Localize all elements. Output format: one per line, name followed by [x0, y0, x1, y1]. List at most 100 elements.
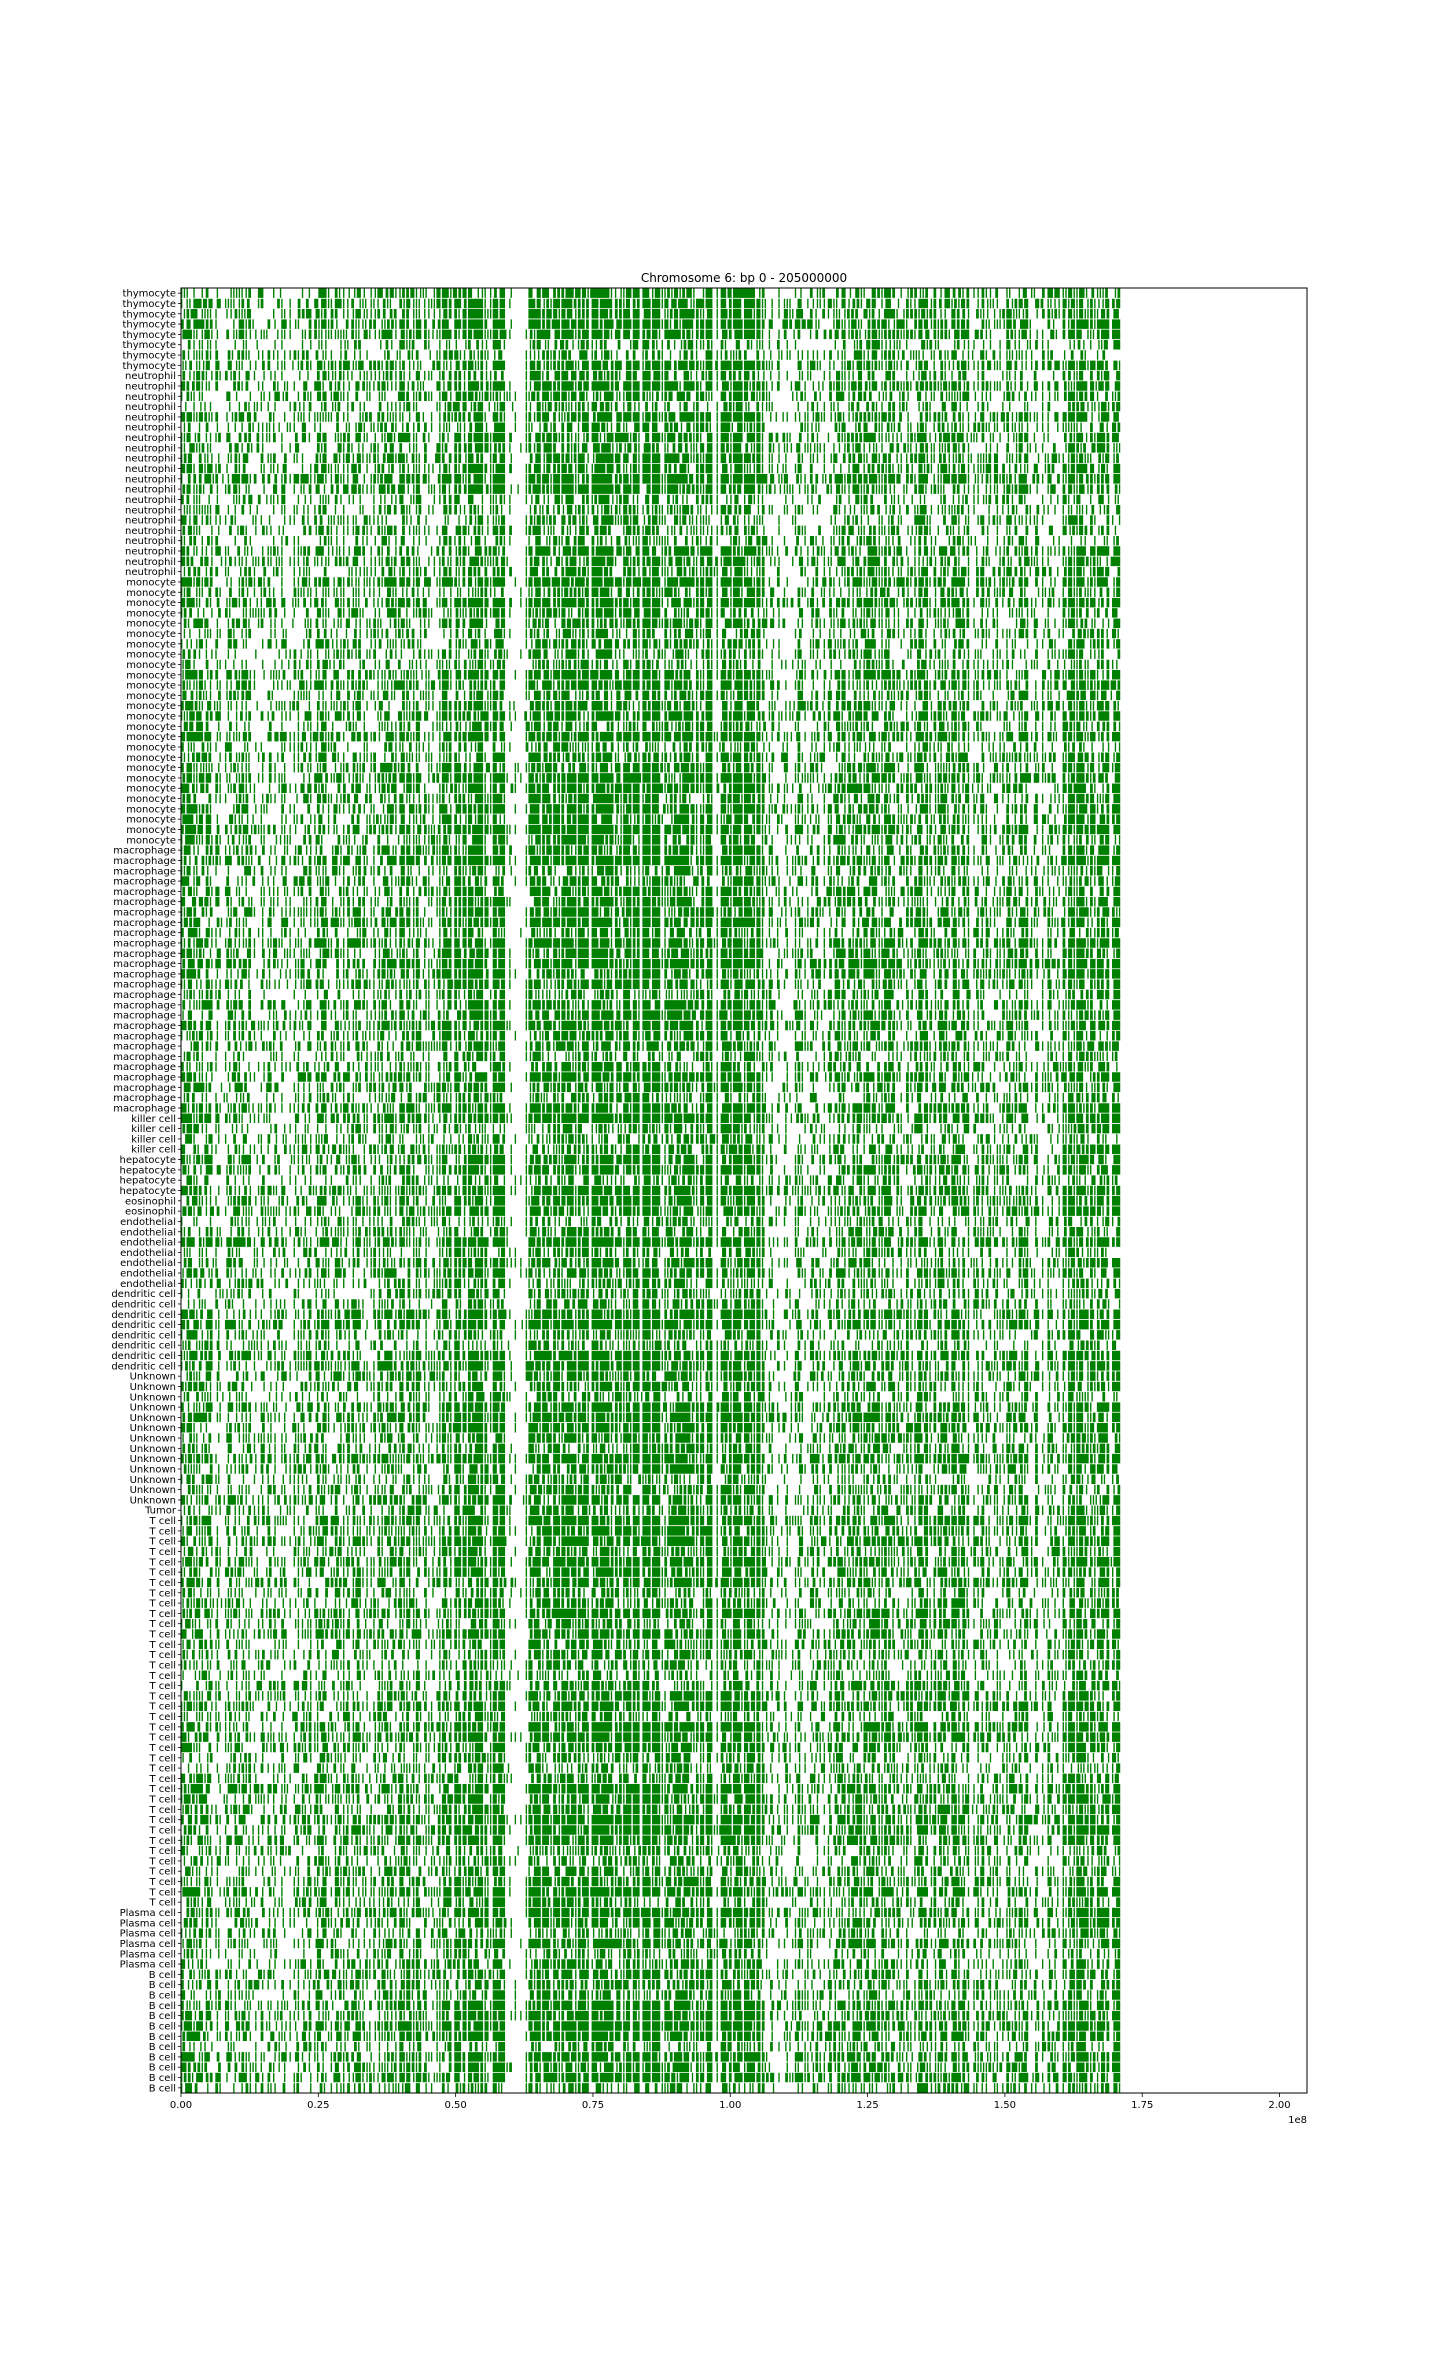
heatmap-cells — [182, 1804, 1121, 1815]
heatmap-row — [181, 1061, 1118, 1072]
heatmap-cells — [181, 474, 1121, 484]
heatmap-cells — [181, 783, 1121, 793]
heatmap-row — [181, 494, 1119, 505]
y-tick-label: monocyte — [126, 681, 176, 692]
y-tick-label: monocyte — [126, 712, 176, 723]
heatmap-cells — [186, 1897, 1121, 1907]
x-tick-label: 1.25 — [856, 2100, 878, 2111]
y-tick-label: monocyte — [126, 701, 176, 712]
heatmap-cells — [181, 1474, 1119, 1485]
heatmap-cells — [182, 690, 1121, 701]
heatmap-row — [181, 1742, 1121, 1753]
x-tick-label: 1.00 — [719, 2100, 741, 2111]
heatmap-row — [181, 1227, 1121, 1237]
y-tick-label: thymocyte — [122, 351, 176, 362]
heatmap-cells — [181, 1969, 1121, 1980]
y-tick-label: T cell — [149, 1537, 177, 1548]
heatmap-cells — [181, 1680, 1121, 1691]
heatmap-cells — [181, 535, 1119, 546]
heatmap-row — [181, 1876, 1121, 1887]
y-tick-label: T cell — [149, 1846, 177, 1857]
heatmap-row — [181, 1113, 1121, 1124]
heatmap-row — [181, 1216, 1121, 1227]
y-tick-label: neutrophil — [125, 536, 176, 547]
heatmap-cells — [181, 1794, 1121, 1804]
heatmap-cells — [187, 1299, 1121, 1309]
y-tick-label: T cell — [149, 1753, 177, 1764]
y-tick-label: dendritic cell — [111, 1351, 176, 1362]
heatmap-cells — [181, 412, 1119, 422]
heatmap-cells — [181, 1629, 1121, 1639]
y-tick-label: killer cell — [131, 1134, 176, 1145]
heatmap-cells — [181, 608, 1118, 618]
heatmap-row — [181, 1845, 1121, 1856]
heatmap-row — [183, 422, 1121, 432]
y-tick-label: endothelial — [120, 1217, 176, 1228]
heatmap-cells — [183, 1464, 1118, 1474]
y-tick-label: T cell — [149, 1671, 177, 1682]
y-tick-label: macrophage — [113, 1052, 176, 1063]
heatmap-cells — [181, 711, 1121, 721]
heatmap-cells — [183, 1825, 1121, 1835]
heatmap-cells — [181, 804, 1121, 814]
y-tick-label: monocyte — [126, 660, 176, 671]
heatmap-cells — [183, 1856, 1121, 1866]
y-tick-label: T cell — [149, 1599, 177, 1610]
y-tick-label: neutrophil — [125, 412, 176, 423]
y-tick-label: T cell — [149, 1722, 177, 1733]
heatmap-cells — [181, 948, 1121, 959]
y-tick-label: monocyte — [126, 577, 176, 588]
heatmap-row — [181, 2072, 1121, 2083]
y-tick-label: T cell — [149, 1836, 177, 1847]
heatmap-row — [183, 721, 1121, 732]
heatmap-row — [182, 680, 1121, 690]
heatmap-cells — [181, 463, 1121, 474]
heatmap-row — [181, 1103, 1121, 1113]
heatmap-row — [182, 360, 1121, 371]
y-tick-label: macrophage — [113, 980, 176, 991]
y-tick-label: thymocyte — [122, 340, 176, 351]
heatmap-cells — [182, 1268, 1121, 1278]
heatmap-cells — [181, 1061, 1118, 1072]
chart-title: Chromosome 6: bp 0 - 205000000 — [641, 271, 847, 285]
heatmap-row — [181, 1711, 1119, 1722]
heatmap-row — [181, 835, 1121, 845]
heatmap-row — [182, 1123, 1121, 1134]
heatmap-cells — [182, 1010, 1121, 1020]
heatmap-cells — [181, 494, 1119, 505]
heatmap-row — [181, 979, 1121, 989]
heatmap-row — [182, 1268, 1121, 1278]
heatmap-row — [182, 659, 1118, 670]
y-tick-label: Plasma cell — [120, 1918, 176, 1929]
heatmap-row — [181, 587, 1121, 598]
y-tick-label: T cell — [149, 1516, 177, 1527]
y-tick-label: T cell — [149, 1547, 177, 1558]
heatmap-row — [181, 2010, 1121, 2021]
y-tick-label: dendritic cell — [111, 1341, 176, 1352]
heatmap-cells — [182, 958, 1121, 969]
y-tick-label: neutrophil — [125, 433, 176, 444]
heatmap-row — [182, 1608, 1121, 1619]
heatmap-cells — [182, 1206, 1121, 1216]
y-tick-label: T cell — [149, 1568, 177, 1579]
heatmap-cells — [181, 1701, 1121, 1711]
heatmap-row — [183, 1464, 1118, 1474]
y-tick-label: T cell — [149, 1619, 177, 1630]
heatmap-cells — [181, 1814, 1121, 1825]
heatmap-cells — [181, 1453, 1121, 1464]
heatmap-row — [181, 453, 1119, 463]
y-tick-label: macrophage — [113, 1000, 176, 1011]
heatmap-cells — [181, 1979, 1121, 1990]
heatmap-cells — [181, 907, 1121, 917]
heatmap-row — [182, 1165, 1121, 1175]
y-tick-label: B cell — [149, 2083, 176, 2094]
heatmap-row — [183, 1247, 1107, 1258]
heatmap-cells — [181, 731, 1121, 742]
y-tick-label: B cell — [149, 2073, 176, 2084]
y-tick-label: Plasma cell — [120, 1949, 176, 1960]
heatmap-row — [182, 958, 1121, 969]
heatmap-row — [181, 463, 1121, 474]
heatmap-row — [182, 2031, 1121, 2042]
heatmap-row — [181, 515, 1121, 525]
